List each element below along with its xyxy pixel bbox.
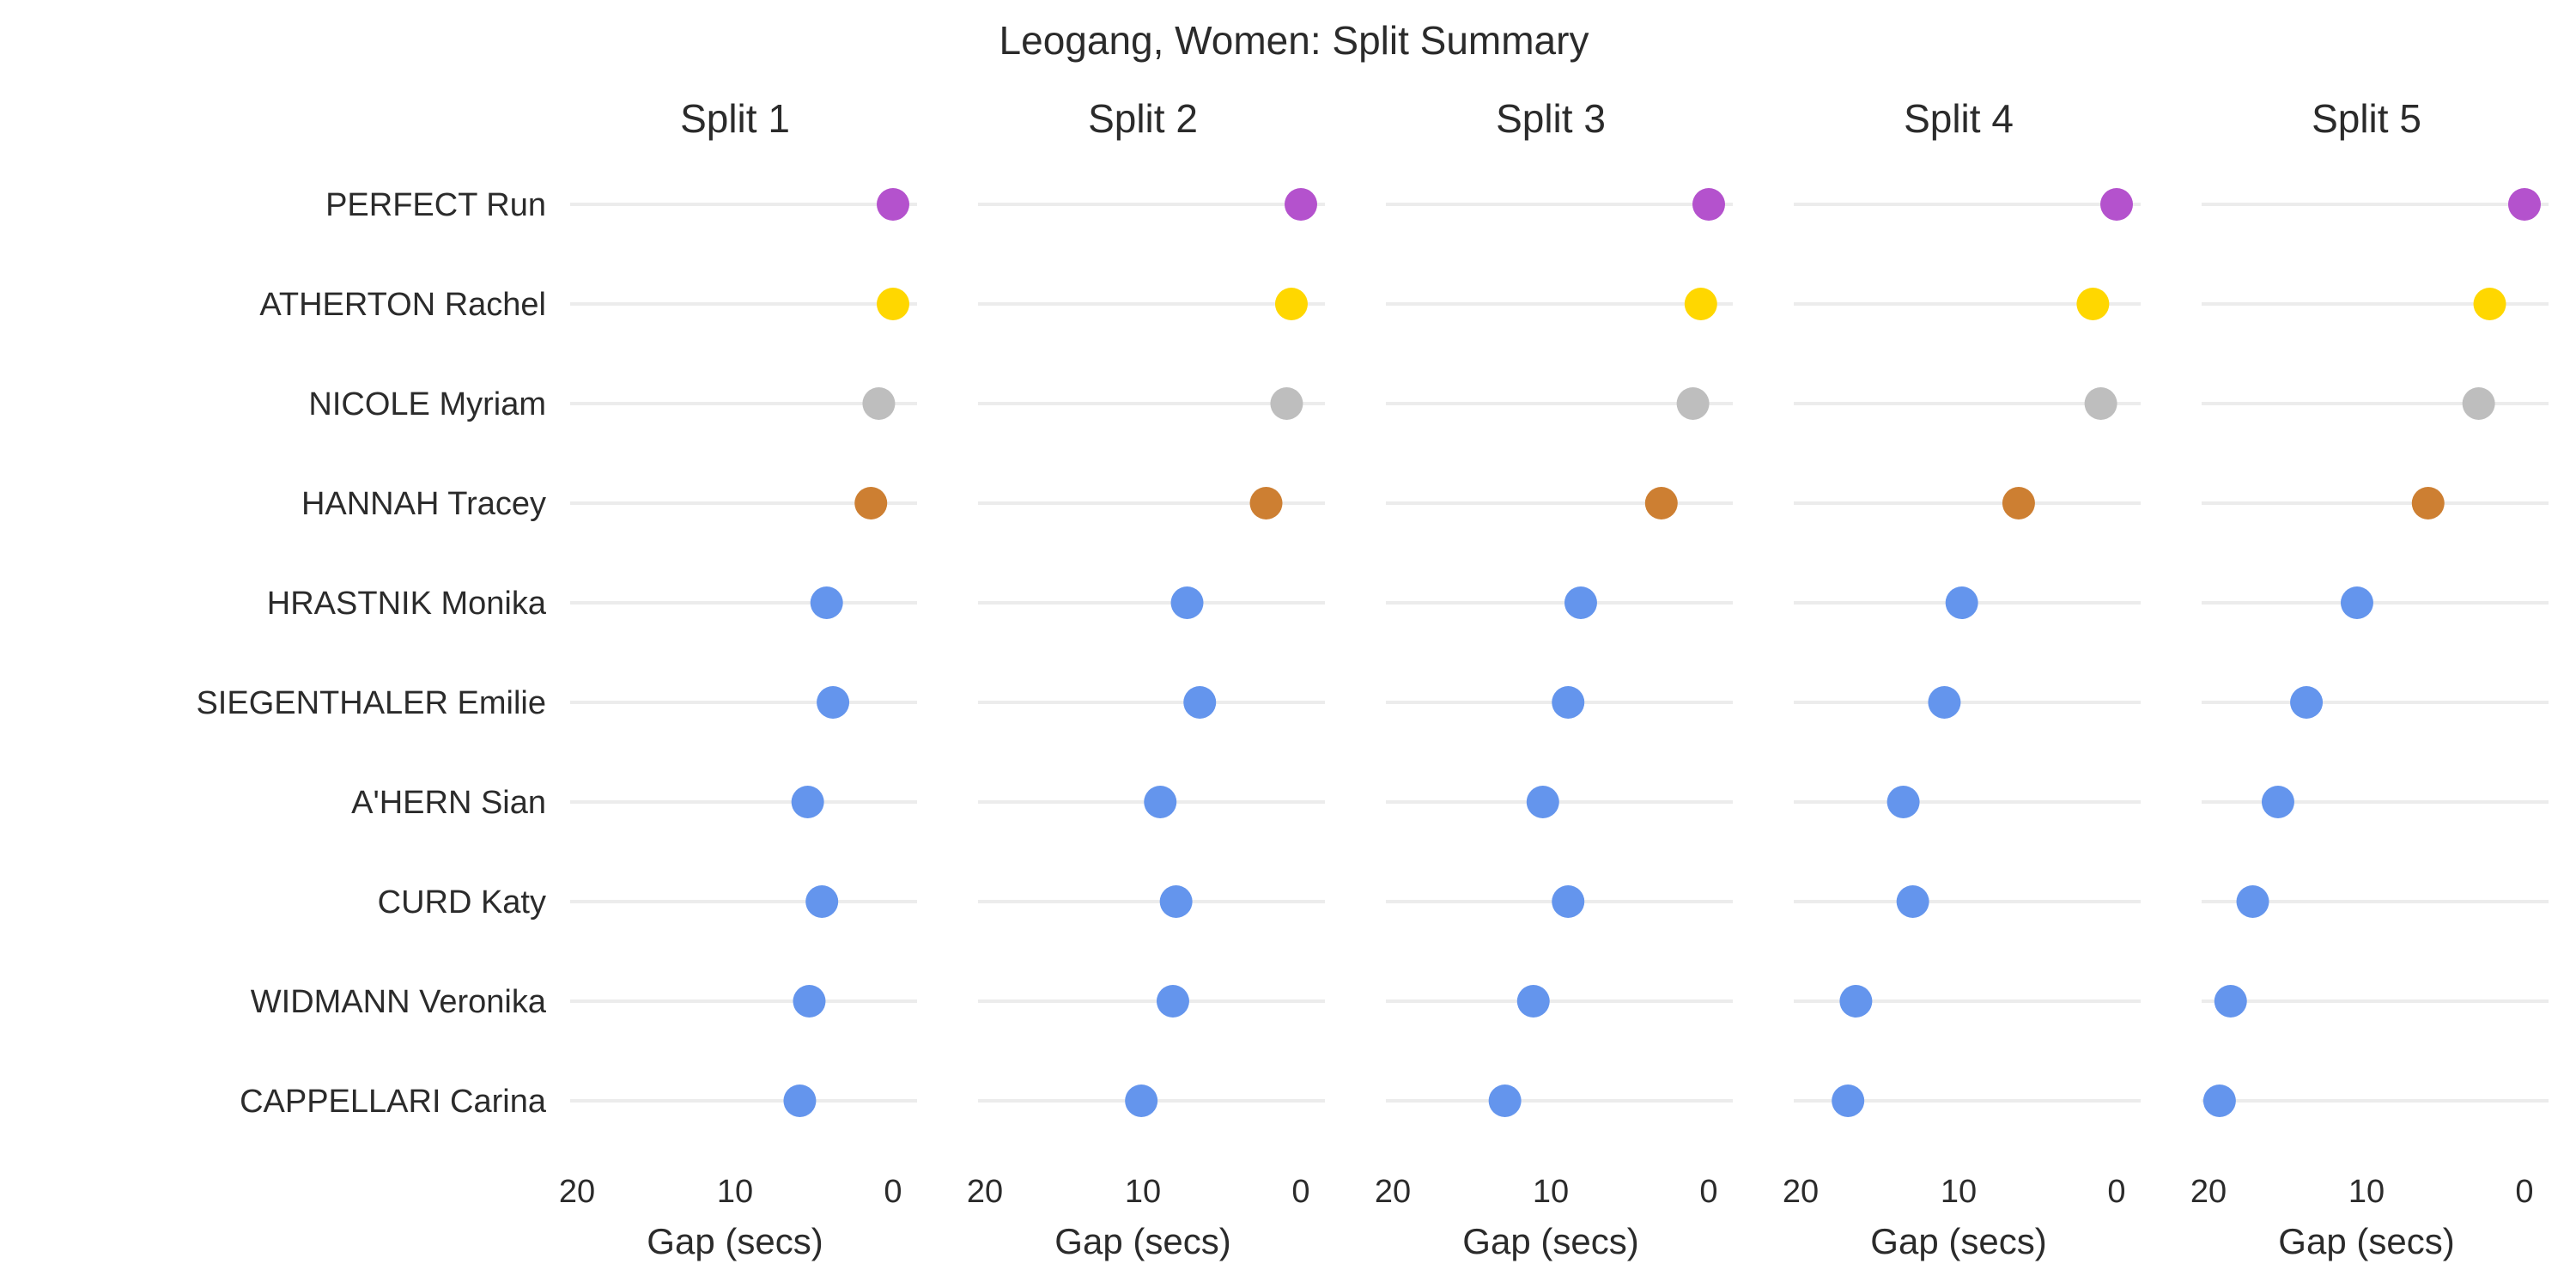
x-tick-label: 20 (1375, 1174, 1411, 1210)
point-hrastnik-monika (810, 586, 843, 619)
point-nicole-myriam (862, 387, 896, 420)
x-axis-label: Gap (secs) (647, 1221, 823, 1261)
point-hannah-tracey (2002, 487, 2035, 519)
x-tick-label: 0 (2515, 1174, 2533, 1210)
x-tick-label: 0 (884, 1174, 902, 1210)
point-widmann-veronika (793, 985, 826, 1018)
x-tick-label: 0 (2107, 1174, 2125, 1210)
panel-split-5: Split 5 20 10 0 Gap (secs) (2190, 96, 2549, 1261)
point-siegenthaler-emilie (1928, 686, 1961, 719)
point-a-hern-sian (791, 786, 824, 818)
panel-title: Split 5 (2312, 96, 2421, 141)
x-tick-label: 10 (1125, 1174, 1161, 1210)
panel-split-4: Split 4 20 10 0 Gap (secs) (1783, 96, 2141, 1261)
rider-label-curd-katy: CURD Katy (378, 884, 546, 920)
point-perfect-run (2100, 188, 2133, 221)
rider-label-nicole-myriam: NICOLE Myriam (308, 386, 546, 422)
rider-label-hannah-tracey: HANNAH Tracey (301, 486, 546, 522)
point-cappellari-carina (1832, 1084, 1865, 1117)
point-nicole-myriam (2084, 387, 2117, 420)
point-nicole-myriam (1270, 387, 1303, 420)
point-curd-katy (1896, 885, 1929, 918)
rider-label-widmann-veronika: WIDMANN Veronika (251, 984, 547, 1020)
point-atherton-rachel (877, 288, 909, 320)
x-tick-label: 10 (717, 1174, 753, 1210)
rider-label-atherton-rachel: ATHERTON Rachel (259, 287, 546, 323)
point-cappellari-carina (783, 1084, 817, 1117)
x-tick-label: 20 (559, 1174, 595, 1210)
panel-title: Split 4 (1904, 96, 2014, 141)
point-perfect-run (2508, 188, 2541, 221)
point-a-hern-sian (2261, 786, 2294, 818)
panel-title: Split 2 (1088, 96, 1198, 141)
point-atherton-rachel (1274, 288, 1308, 320)
point-a-hern-sian (1886, 786, 1920, 818)
panel-split-2: Split 2 20 10 0 Gap (secs) (967, 96, 1325, 1261)
x-axis-label: Gap (secs) (1870, 1221, 2046, 1261)
point-cappellari-carina (1488, 1084, 1522, 1117)
point-siegenthaler-emilie (1183, 686, 1217, 719)
point-hannah-tracey (1249, 487, 1283, 519)
x-tick-label: 10 (2348, 1174, 2385, 1210)
rider-label-cappellari-carina: CAPPELLARI Carina (240, 1084, 547, 1120)
point-curd-katy (1552, 885, 1585, 918)
point-perfect-run (877, 188, 909, 221)
point-atherton-rachel (2076, 288, 2110, 320)
x-axis-label: Gap (secs) (2278, 1221, 2454, 1261)
point-perfect-run (1285, 188, 1317, 221)
point-hrastnik-monika (1170, 586, 1204, 619)
point-cappellari-carina (2202, 1084, 2236, 1117)
point-hrastnik-monika (2340, 586, 2373, 619)
x-tick-label: 20 (1783, 1174, 1819, 1210)
point-widmann-veronika (1839, 985, 1873, 1018)
x-tick-label: 10 (1941, 1174, 1977, 1210)
panel-title: Split 3 (1496, 96, 1606, 141)
point-siegenthaler-emilie (1552, 686, 1585, 719)
point-a-hern-sian (1144, 786, 1177, 818)
point-hannah-tracey (1644, 487, 1678, 519)
rider-label-hrastnik-monika: HRASTNIK Monika (267, 586, 547, 622)
point-perfect-run (1692, 188, 1725, 221)
x-axis-label: Gap (secs) (1462, 1221, 1638, 1261)
x-tick-label: 20 (2190, 1174, 2227, 1210)
point-atherton-rachel (1684, 288, 1717, 320)
panel-split-3: Split 3 20 10 0 Gap (secs) (1375, 96, 1733, 1261)
point-hannah-tracey (2411, 487, 2445, 519)
x-tick-label: 20 (967, 1174, 1003, 1210)
point-siegenthaler-emilie (2290, 686, 2324, 719)
point-curd-katy (2236, 885, 2269, 918)
point-widmann-veronika (2214, 985, 2247, 1018)
x-tick-label: 0 (1291, 1174, 1309, 1210)
chart-title: Leogang, Women: Split Summary (999, 18, 1589, 63)
panel-split-1: Split 1 20 10 0 Gap (secs) (559, 96, 917, 1261)
rider-label-perfect-run: PERFECT Run (325, 187, 546, 223)
point-nicole-myriam (2462, 387, 2495, 420)
panel-title: Split 1 (680, 96, 790, 141)
point-widmann-veronika (1156, 985, 1189, 1018)
x-tick-label: 10 (1533, 1174, 1569, 1210)
plot-area: PERFECT Run ATHERTON Rachel NICOLE Myriam H… (196, 96, 2549, 1261)
point-nicole-myriam (1676, 387, 1710, 420)
point-cappellari-carina (1125, 1084, 1158, 1117)
point-a-hern-sian (1526, 786, 1559, 818)
x-axis-label: Gap (secs) (1054, 1221, 1230, 1261)
point-siegenthaler-emilie (817, 686, 850, 719)
point-hrastnik-monika (1564, 586, 1597, 619)
rider-label-siegenthaler-emilie: SIEGENTHALER Emilie (196, 685, 546, 721)
rider-label-a-hern-sian: A'HERN Sian (351, 785, 546, 821)
point-hannah-tracey (854, 487, 888, 519)
point-atherton-rachel (2473, 288, 2506, 320)
point-hrastnik-monika (1945, 586, 1978, 619)
point-curd-katy (805, 885, 839, 918)
point-curd-katy (1159, 885, 1193, 918)
x-tick-label: 0 (1699, 1174, 1717, 1210)
point-widmann-veronika (1516, 985, 1550, 1018)
